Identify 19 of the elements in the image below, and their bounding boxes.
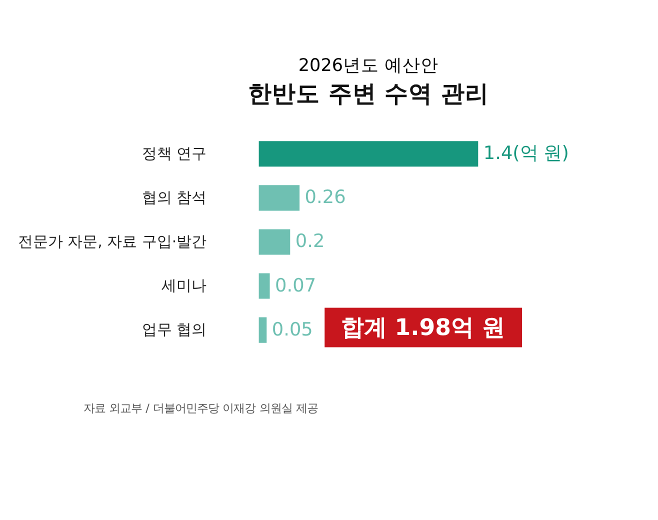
- data-label: 0.26: [304, 187, 346, 208]
- data-label: 0.05: [272, 319, 313, 340]
- bar: [258, 185, 300, 211]
- y-tick-label: 세미나: [162, 276, 207, 294]
- text: 자료 외교부 / 더불어민주당 이재강 의원실 제공: [83, 401, 318, 416]
- y-tick-label: 업무 협의: [142, 320, 207, 338]
- bar: [258, 141, 478, 167]
- bar: [258, 317, 267, 343]
- data-label: 1.4(억 원): [483, 143, 569, 164]
- data-label: 0.2: [295, 231, 325, 252]
- y-tick-label: 협의 참석: [142, 188, 207, 206]
- y-tick-label: 정책 연구: [142, 144, 207, 162]
- annotation: 합계 1.98억 원: [340, 314, 505, 341]
- chart-title: 2026년도 예산안: [298, 56, 439, 76]
- bar: [258, 229, 290, 255]
- data-label: 0.07: [275, 275, 316, 296]
- chart-subtitle: 한반도 주변 수역 관리: [248, 80, 489, 108]
- bar: [258, 273, 270, 299]
- y-tick-label: 전문가 자문, 자료 구입·발간: [18, 232, 207, 250]
